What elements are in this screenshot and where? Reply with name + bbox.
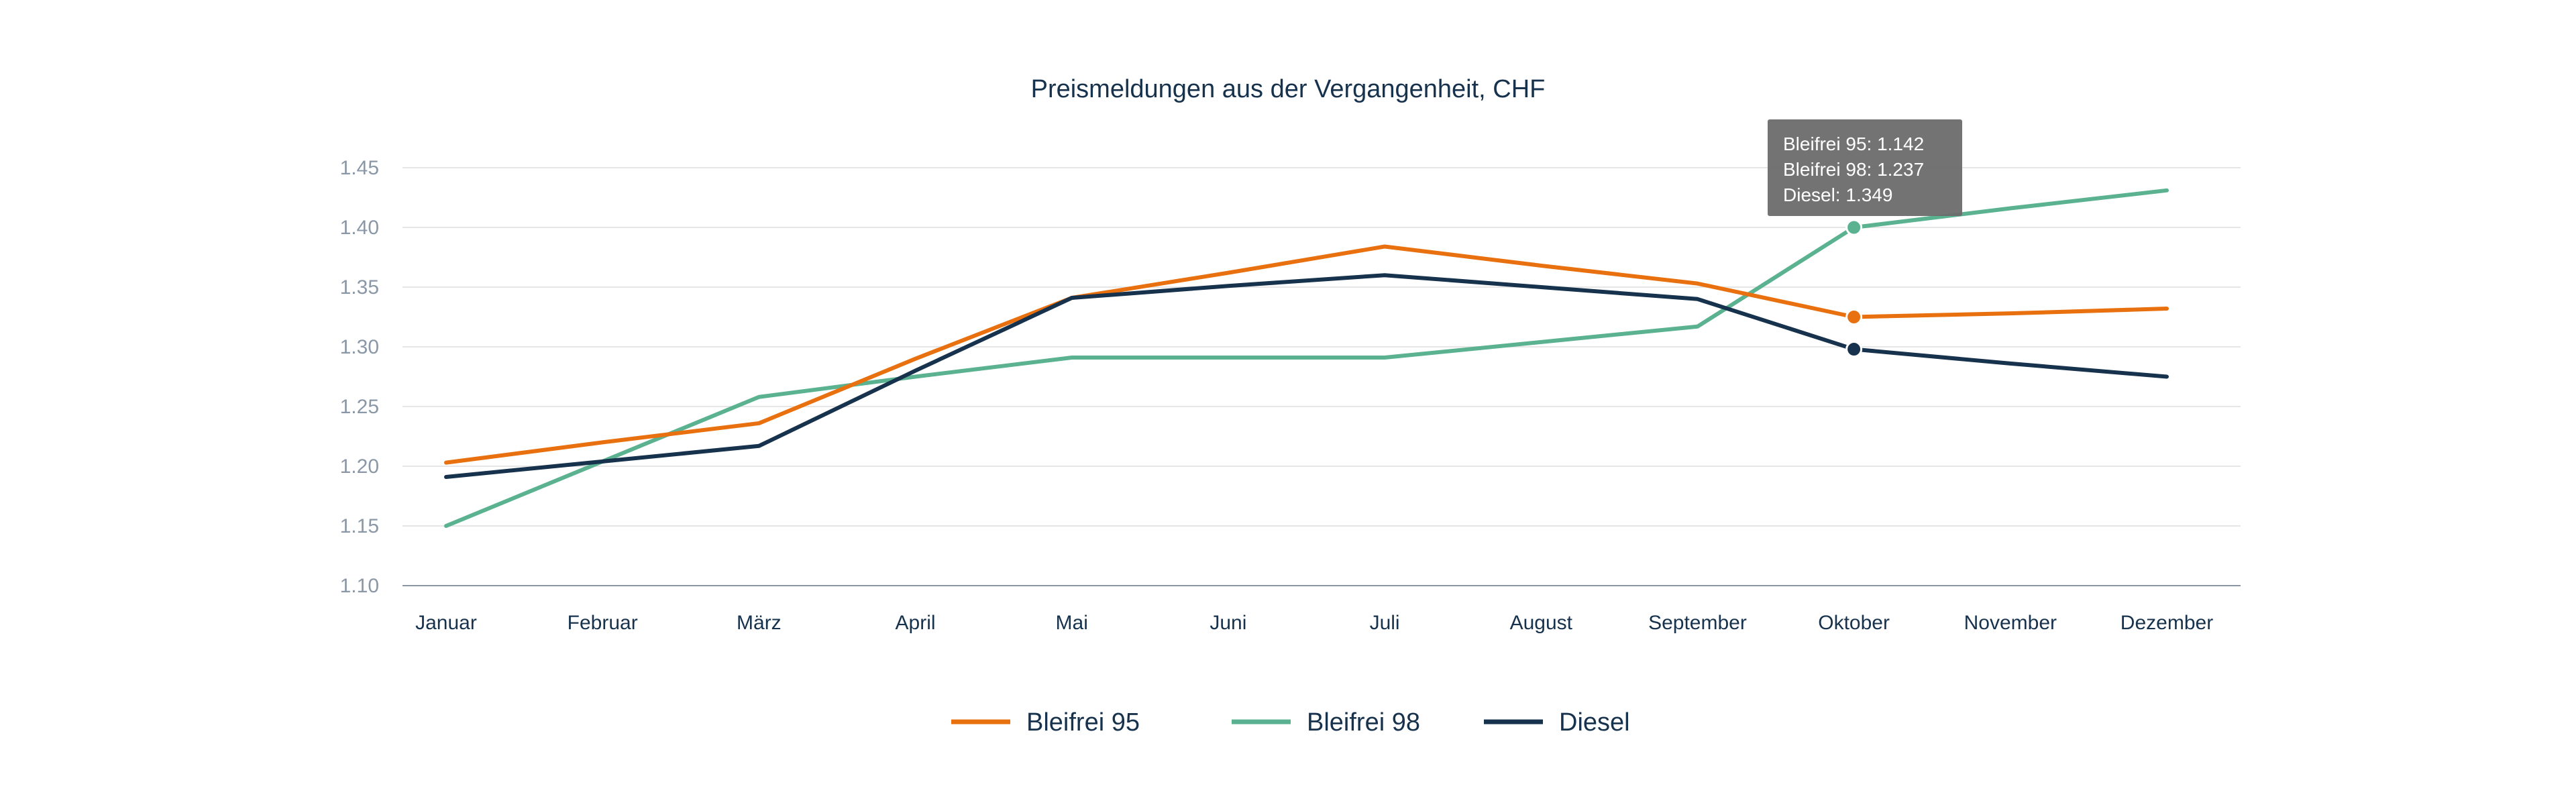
- legend-item-diesel[interactable]: Diesel: [1484, 708, 1630, 737]
- y-tick-label: 1.15: [340, 515, 379, 537]
- tooltip-line: Bleifrei 98: 1.237: [1783, 159, 1924, 180]
- y-tick-label: 1.20: [340, 455, 379, 478]
- series-line-bleifrei-98[interactable]: [444, 188, 2169, 528]
- y-tick-label: 1.40: [340, 217, 379, 239]
- x-tick-label: November: [1964, 612, 2057, 634]
- legend-label: Diesel: [1559, 708, 1630, 737]
- y-tick-label: 1.10: [340, 575, 379, 597]
- x-tick-label: Mai: [1056, 612, 1088, 634]
- x-tick-label: Juli: [1370, 612, 1400, 634]
- y-axis: 1.10 1.15 1.20 1.25 1.30 1.35 1.40 1.45: [340, 157, 2241, 597]
- series-line-diesel[interactable]: [444, 273, 2169, 480]
- legend-label: Bleifrei 95: [1026, 708, 1140, 737]
- y-tick-label: 1.30: [340, 336, 379, 358]
- y-tick-label: 1.35: [340, 276, 379, 299]
- hover-marker: [1845, 219, 1863, 236]
- y-tick-label: 1.45: [340, 157, 379, 179]
- hover-markers: [1845, 219, 1863, 358]
- legend[interactable]: Bleifrei 95 Bleifrei 98 Diesel: [951, 708, 1630, 737]
- x-tick-label: April: [896, 612, 936, 634]
- x-tick-label: September: [1648, 612, 1747, 634]
- x-tick-label: Februar: [568, 612, 638, 634]
- tooltip: Bleifrei 95: 1.142 Bleifrei 98: 1.237 Dies…: [1768, 119, 1962, 216]
- series-lines: [444, 188, 2169, 528]
- x-tick-label: Dezember: [2121, 612, 2213, 634]
- hover-marker: [1845, 341, 1863, 358]
- x-axis: Januar Februar März April Mai Juni Juli August S…: [415, 612, 2213, 634]
- x-tick-label: Juni: [1210, 612, 1246, 634]
- legend-item-bleifrei-98[interactable]: Bleifrei 98: [1232, 708, 1420, 737]
- tooltip-line: Diesel: 1.349: [1783, 184, 1892, 205]
- tooltip-box: [1768, 119, 1962, 216]
- x-tick-label: Januar: [415, 612, 477, 634]
- gridlines: [402, 167, 2241, 527]
- series-line-bleifrei-95[interactable]: [444, 244, 2169, 465]
- tooltip-line: Bleifrei 95: 1.142: [1783, 133, 1924, 154]
- x-tick-label: August: [1510, 612, 1573, 634]
- legend-label: Bleifrei 98: [1307, 708, 1420, 737]
- chart-title: Preismeldungen aus der Vergangenheit, CH…: [1031, 75, 1546, 103]
- hover-marker: [1845, 309, 1863, 325]
- y-tick-label: 1.25: [340, 396, 379, 418]
- x-tick-label: Oktober: [1818, 612, 1890, 634]
- legend-item-bleifrei-95[interactable]: Bleifrei 95: [951, 708, 1140, 737]
- x-tick-label: März: [737, 612, 782, 634]
